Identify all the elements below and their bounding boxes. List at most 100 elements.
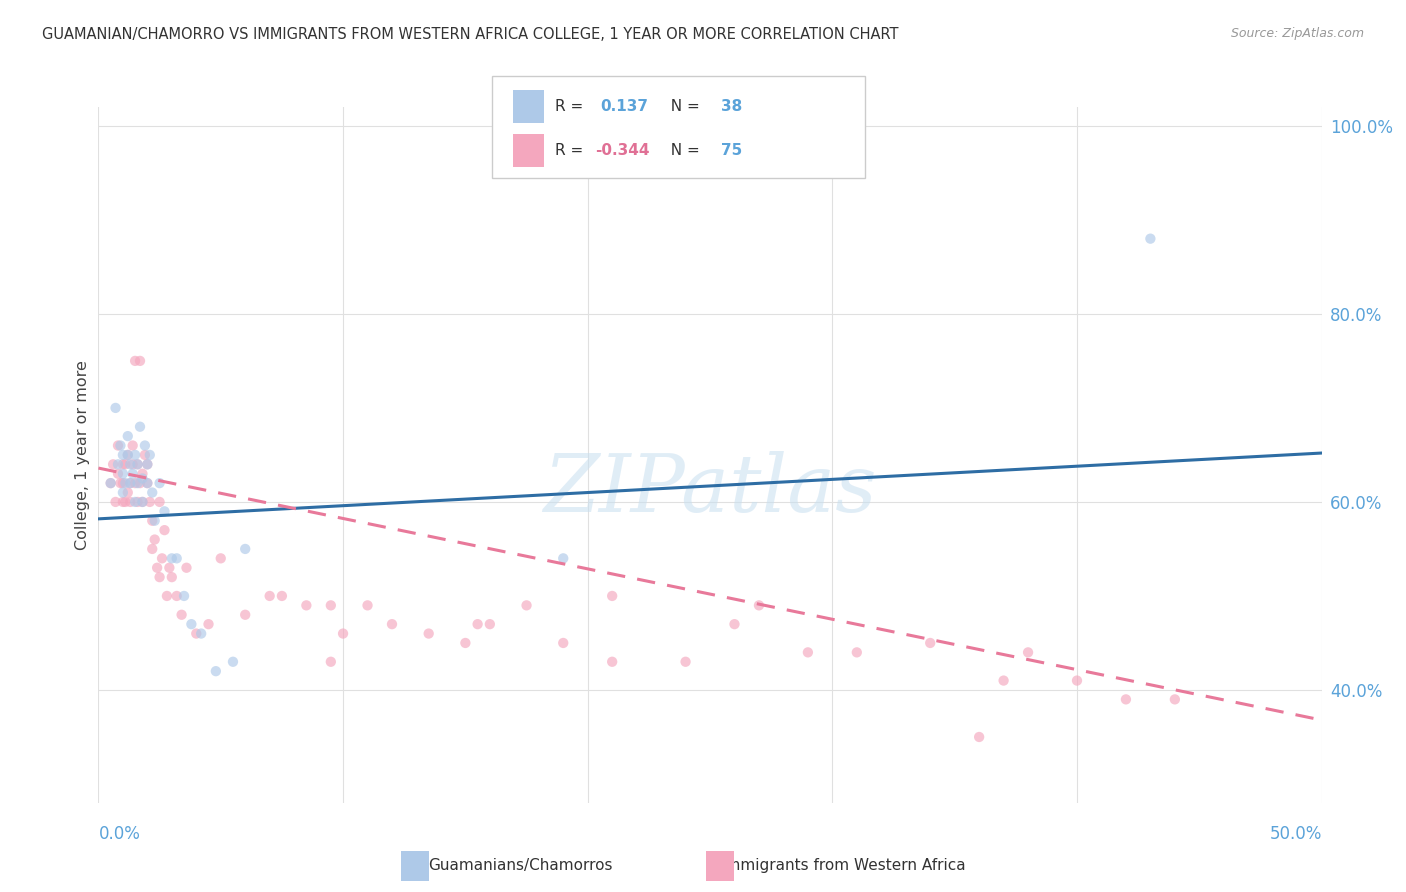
- Point: [143, 533, 166, 547]
- Point: [233, 607, 256, 622]
- Point: [129, 354, 152, 368]
- Point: [295, 599, 318, 613]
- Point: [120, 476, 142, 491]
- Point: [111, 485, 134, 500]
- Point: [467, 617, 489, 632]
- Point: [1139, 232, 1161, 246]
- Point: [920, 636, 942, 650]
- Point: [124, 448, 146, 462]
- Point: [675, 655, 697, 669]
- Point: [101, 458, 124, 472]
- Point: [381, 617, 404, 632]
- Point: [205, 664, 228, 678]
- Point: [131, 467, 153, 481]
- Text: N =: N =: [661, 143, 704, 158]
- Text: -0.344: -0.344: [595, 143, 650, 158]
- Point: [136, 476, 159, 491]
- Point: [120, 495, 142, 509]
- Point: [156, 589, 179, 603]
- Point: [100, 476, 122, 491]
- Point: [515, 599, 537, 613]
- Text: N =: N =: [661, 99, 704, 114]
- Point: [127, 476, 149, 491]
- Point: [143, 514, 166, 528]
- Point: [166, 589, 188, 603]
- Point: [111, 448, 134, 462]
- Text: ZIPatlas: ZIPatlas: [543, 451, 877, 528]
- Point: [134, 438, 156, 452]
- Text: Source: ZipAtlas.com: Source: ZipAtlas.com: [1230, 27, 1364, 40]
- Text: 50.0%: 50.0%: [1270, 825, 1322, 843]
- Point: [160, 570, 183, 584]
- Point: [553, 636, 575, 650]
- Text: Immigrants from Western Africa: Immigrants from Western Africa: [721, 858, 966, 872]
- Point: [124, 354, 146, 368]
- Point: [134, 448, 156, 462]
- Point: [121, 438, 143, 452]
- Text: 75: 75: [721, 143, 742, 158]
- Text: 38: 38: [721, 99, 742, 114]
- Point: [600, 589, 623, 603]
- Point: [127, 495, 149, 509]
- Point: [111, 467, 134, 481]
- Point: [845, 645, 868, 659]
- Point: [141, 485, 163, 500]
- Point: [149, 570, 172, 584]
- Point: [100, 476, 122, 491]
- Point: [153, 523, 176, 537]
- Point: [124, 476, 146, 491]
- Point: [111, 476, 134, 491]
- Text: R =: R =: [555, 143, 589, 158]
- Point: [153, 504, 176, 518]
- Point: [110, 438, 132, 452]
- Point: [107, 467, 129, 481]
- Point: [233, 541, 256, 556]
- Point: [111, 458, 134, 472]
- Point: [1017, 645, 1039, 659]
- Point: [114, 495, 136, 509]
- Point: [141, 514, 163, 528]
- Point: [139, 495, 162, 509]
- Point: [176, 560, 198, 574]
- Point: [180, 617, 202, 632]
- Point: [209, 551, 232, 566]
- Point: [1066, 673, 1088, 688]
- Point: [131, 495, 153, 509]
- Point: [748, 599, 770, 613]
- Point: [129, 419, 152, 434]
- Point: [797, 645, 820, 659]
- Point: [319, 599, 342, 613]
- Point: [117, 448, 139, 462]
- Point: [170, 607, 193, 622]
- Text: Guamanians/Chamorros: Guamanians/Chamorros: [427, 858, 613, 872]
- Point: [259, 589, 281, 603]
- Point: [117, 429, 139, 443]
- Point: [124, 495, 146, 509]
- Point: [454, 636, 477, 650]
- Point: [723, 617, 745, 632]
- Point: [104, 495, 127, 509]
- Point: [418, 626, 440, 640]
- Point: [222, 655, 245, 669]
- Point: [136, 476, 159, 491]
- Point: [107, 438, 129, 452]
- Point: [166, 551, 188, 566]
- Point: [120, 458, 142, 472]
- Point: [131, 495, 153, 509]
- Point: [117, 485, 139, 500]
- Point: [111, 495, 134, 509]
- Text: 0.137: 0.137: [600, 99, 648, 114]
- Point: [107, 458, 129, 472]
- Text: GUAMANIAN/CHAMORRO VS IMMIGRANTS FROM WESTERN AFRICA COLLEGE, 1 YEAR OR MORE COR: GUAMANIAN/CHAMORRO VS IMMIGRANTS FROM WE…: [42, 27, 898, 42]
- Point: [319, 655, 342, 669]
- Point: [120, 476, 142, 491]
- Point: [186, 626, 208, 640]
- Point: [104, 401, 127, 415]
- Point: [600, 655, 623, 669]
- Point: [270, 589, 294, 603]
- Point: [141, 541, 163, 556]
- Point: [121, 458, 143, 472]
- Text: R =: R =: [555, 99, 593, 114]
- Point: [149, 476, 172, 491]
- Point: [197, 617, 219, 632]
